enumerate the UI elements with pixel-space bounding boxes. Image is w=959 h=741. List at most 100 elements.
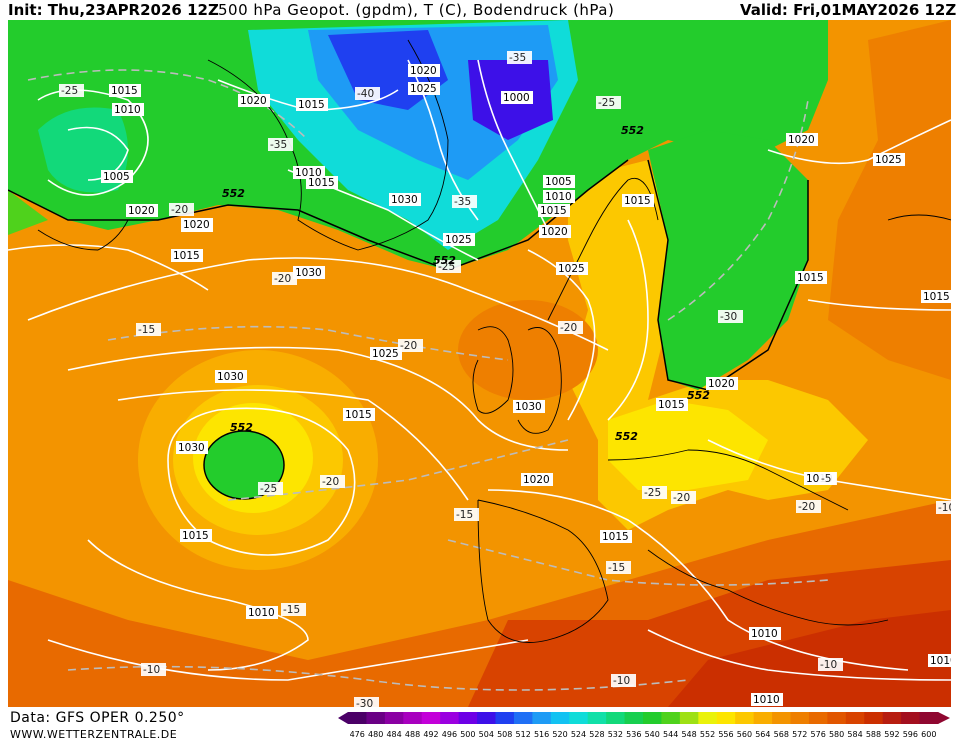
svg-text:1010: 1010 xyxy=(248,607,275,619)
svg-text:1020: 1020 xyxy=(541,226,568,238)
pressure-label: 1030 xyxy=(215,370,247,383)
pressure-label: 1025 xyxy=(873,153,905,166)
svg-text:-10: -10 xyxy=(820,659,837,671)
scale-tick-label: 532 xyxy=(608,730,623,739)
temperature-label: -20 xyxy=(169,203,194,216)
temperature-label: -30 xyxy=(718,310,743,323)
svg-text:-5: -5 xyxy=(821,473,831,485)
scale-swatch xyxy=(495,712,515,724)
scale-arrow-left xyxy=(338,712,348,724)
scale-swatch xyxy=(458,712,478,724)
scale-tick-label: 596 xyxy=(903,730,918,739)
svg-text:-20: -20 xyxy=(274,273,291,285)
scale-swatch xyxy=(808,712,828,724)
svg-text:1030: 1030 xyxy=(178,442,205,454)
svg-text:-25: -25 xyxy=(260,483,277,495)
pressure-label: 1025 xyxy=(556,262,588,275)
scale-swatch xyxy=(790,712,810,724)
svg-text:1015: 1015 xyxy=(602,531,629,543)
temperature-label: -25 xyxy=(596,96,621,109)
svg-text:1010: 1010 xyxy=(930,655,951,667)
scale-swatch xyxy=(919,712,939,724)
scale-swatch xyxy=(569,712,589,724)
pressure-label: 1030 xyxy=(389,193,421,206)
svg-text:1030: 1030 xyxy=(295,267,322,279)
svg-text:-20: -20 xyxy=(560,322,577,334)
scale-swatch xyxy=(698,712,718,724)
svg-text:1020: 1020 xyxy=(708,378,735,390)
pressure-label: 1015 xyxy=(343,408,375,421)
svg-text:-15: -15 xyxy=(138,324,155,336)
temperature-label: -20 xyxy=(272,272,297,285)
pressure-label: 1015 xyxy=(656,398,688,411)
weather-map: 1015 1010 1005 1020 1015 1020 1025 1000 1010 1015… xyxy=(8,20,951,707)
scale-swatch xyxy=(661,712,681,724)
scale-tick-label: 588 xyxy=(866,730,881,739)
temperature-label: -25 xyxy=(258,482,283,495)
svg-text:-10: -10 xyxy=(938,502,951,514)
scale-arrow-right xyxy=(938,712,950,724)
scale-tick-label: 560 xyxy=(737,730,752,739)
pressure-label: 1010 xyxy=(928,654,951,667)
ridge-europe-inner xyxy=(608,400,768,490)
temperature-label: -10 xyxy=(818,658,843,671)
svg-text:1010: 1010 xyxy=(545,191,572,203)
pressure-label: 1020 xyxy=(238,94,270,107)
scale-swatch xyxy=(753,712,773,724)
temperature-label: -20 xyxy=(671,491,696,504)
warm-band-far-southeast xyxy=(668,610,951,707)
svg-text:1015: 1015 xyxy=(111,85,138,97)
svg-text:1015: 1015 xyxy=(298,99,325,111)
temperature-label: -35 xyxy=(268,138,293,151)
svg-text:-30: -30 xyxy=(356,698,373,707)
svg-text:-35: -35 xyxy=(270,139,287,151)
pressure-label: 1015 xyxy=(109,84,141,97)
svg-text:-25: -25 xyxy=(644,487,661,499)
svg-text:1010: 1010 xyxy=(753,694,780,706)
scale-tick-label: 476 xyxy=(350,730,365,739)
geopotential-552-label: 552 xyxy=(230,421,253,434)
scale-tick-label: 572 xyxy=(792,730,807,739)
pressure-label: 1020 xyxy=(786,133,818,146)
pressure-label: 1015 xyxy=(622,194,654,207)
temperature-label: -15 xyxy=(136,323,161,336)
svg-text:-20: -20 xyxy=(673,492,690,504)
scale-tick-label: 492 xyxy=(423,730,438,739)
geopotential-552-label: 552 xyxy=(687,389,710,402)
svg-text:1025: 1025 xyxy=(445,234,472,246)
temperature-label: -15 xyxy=(281,603,306,616)
scale-swatch xyxy=(864,712,884,724)
scale-swatch xyxy=(827,712,847,724)
pressure-label: 1015 xyxy=(921,290,951,303)
scale-swatch xyxy=(882,712,902,724)
scale-swatch xyxy=(845,712,865,724)
pressure-label-layer: 1015 1010 1005 1020 1015 1020 1025 1000 1010 1015… xyxy=(101,64,951,706)
site-url: WWW.WETTERZENTRALE.DE xyxy=(10,728,178,741)
scale-tick-label: 536 xyxy=(626,730,641,739)
pressure-label: 1020 xyxy=(521,473,553,486)
pressure-label: 1010 xyxy=(749,627,781,640)
svg-text:1025: 1025 xyxy=(558,263,585,275)
scale-tick-label: 548 xyxy=(681,730,696,739)
scale-swatch xyxy=(735,712,755,724)
scale-tick-label: 484 xyxy=(386,730,401,739)
svg-text:-40: -40 xyxy=(357,88,374,100)
map-title: 500 hPa Geopot. (gpdm), T (C), Bodendruc… xyxy=(218,1,615,19)
temperature-label: -35 xyxy=(507,51,532,64)
svg-text:1030: 1030 xyxy=(217,371,244,383)
svg-text:-20: -20 xyxy=(171,204,188,216)
temperature-label: -25 xyxy=(59,84,84,97)
pressure-label: 1020 xyxy=(181,218,213,231)
temperature-label: -20 xyxy=(320,475,345,488)
scale-swatch xyxy=(901,712,921,724)
scale-tick-label: 496 xyxy=(442,730,457,739)
scale-swatch xyxy=(772,712,791,724)
scale-tick-label: 556 xyxy=(718,730,733,739)
svg-text:1025: 1025 xyxy=(372,348,399,360)
pressure-label: 1030 xyxy=(176,441,208,454)
scale-tick-label: 480 xyxy=(368,730,383,739)
svg-text:-35: -35 xyxy=(454,196,471,208)
geopotential-552-label: 552 xyxy=(433,254,456,267)
valid-time: Valid: Fri,01MAY2026 12Z xyxy=(740,1,957,19)
svg-text:-15: -15 xyxy=(456,509,473,521)
